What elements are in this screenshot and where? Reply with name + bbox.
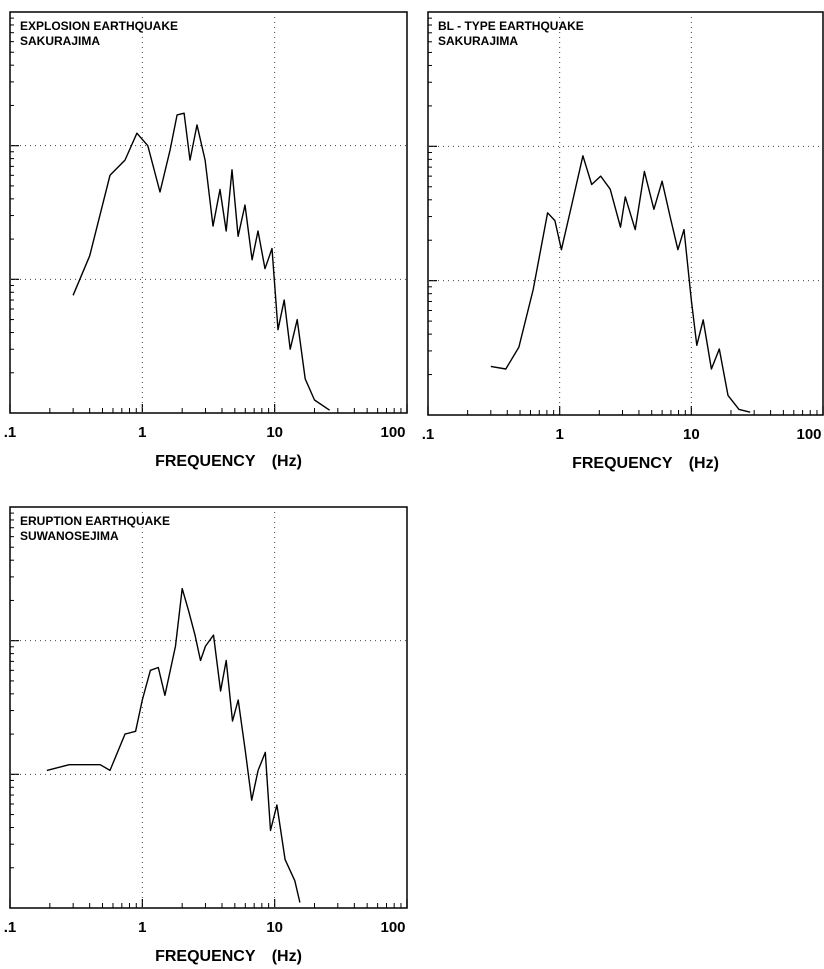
x-axis-label: FREQUENCY (Hz) bbox=[155, 453, 302, 470]
x-tick-label: 100 bbox=[380, 424, 405, 441]
chart-subtitle: SUWANOSEJIMA bbox=[20, 529, 119, 543]
x-tick-label: 10 bbox=[683, 426, 700, 443]
x-tick-label: 100 bbox=[380, 919, 405, 936]
x-tick-label: 1 bbox=[138, 424, 146, 441]
chart-title: ERUPTION EARTHQUAKE bbox=[20, 514, 170, 528]
spectrum-line bbox=[490, 155, 751, 413]
chart-subtitle: SAKURAJIMA bbox=[20, 34, 100, 48]
x-tick-label: .1 bbox=[422, 426, 435, 443]
plot-frame bbox=[9, 506, 408, 909]
chart-title: EXPLOSION EARTHQUAKE bbox=[20, 19, 178, 33]
chart-title: BL - TYPE EARTHQUAKE bbox=[438, 19, 584, 33]
x-axis-label: FREQUENCY (Hz) bbox=[155, 948, 302, 965]
x-tick-label: 10 bbox=[266, 424, 283, 441]
x-tick-label: .1 bbox=[4, 919, 17, 936]
spectrum-line bbox=[46, 587, 301, 903]
x-tick-label: 100 bbox=[796, 426, 821, 443]
plot-frame bbox=[427, 11, 824, 416]
plot-frame bbox=[9, 11, 408, 414]
chart-subtitle: SAKURAJIMA bbox=[438, 34, 518, 48]
x-axis-label: FREQUENCY (Hz) bbox=[572, 455, 719, 472]
x-tick-label: 1 bbox=[555, 426, 563, 443]
x-tick-label: 10 bbox=[266, 919, 283, 936]
x-tick-label: 1 bbox=[138, 919, 146, 936]
spectrum-line bbox=[72, 112, 330, 411]
x-tick-label: .1 bbox=[4, 424, 17, 441]
